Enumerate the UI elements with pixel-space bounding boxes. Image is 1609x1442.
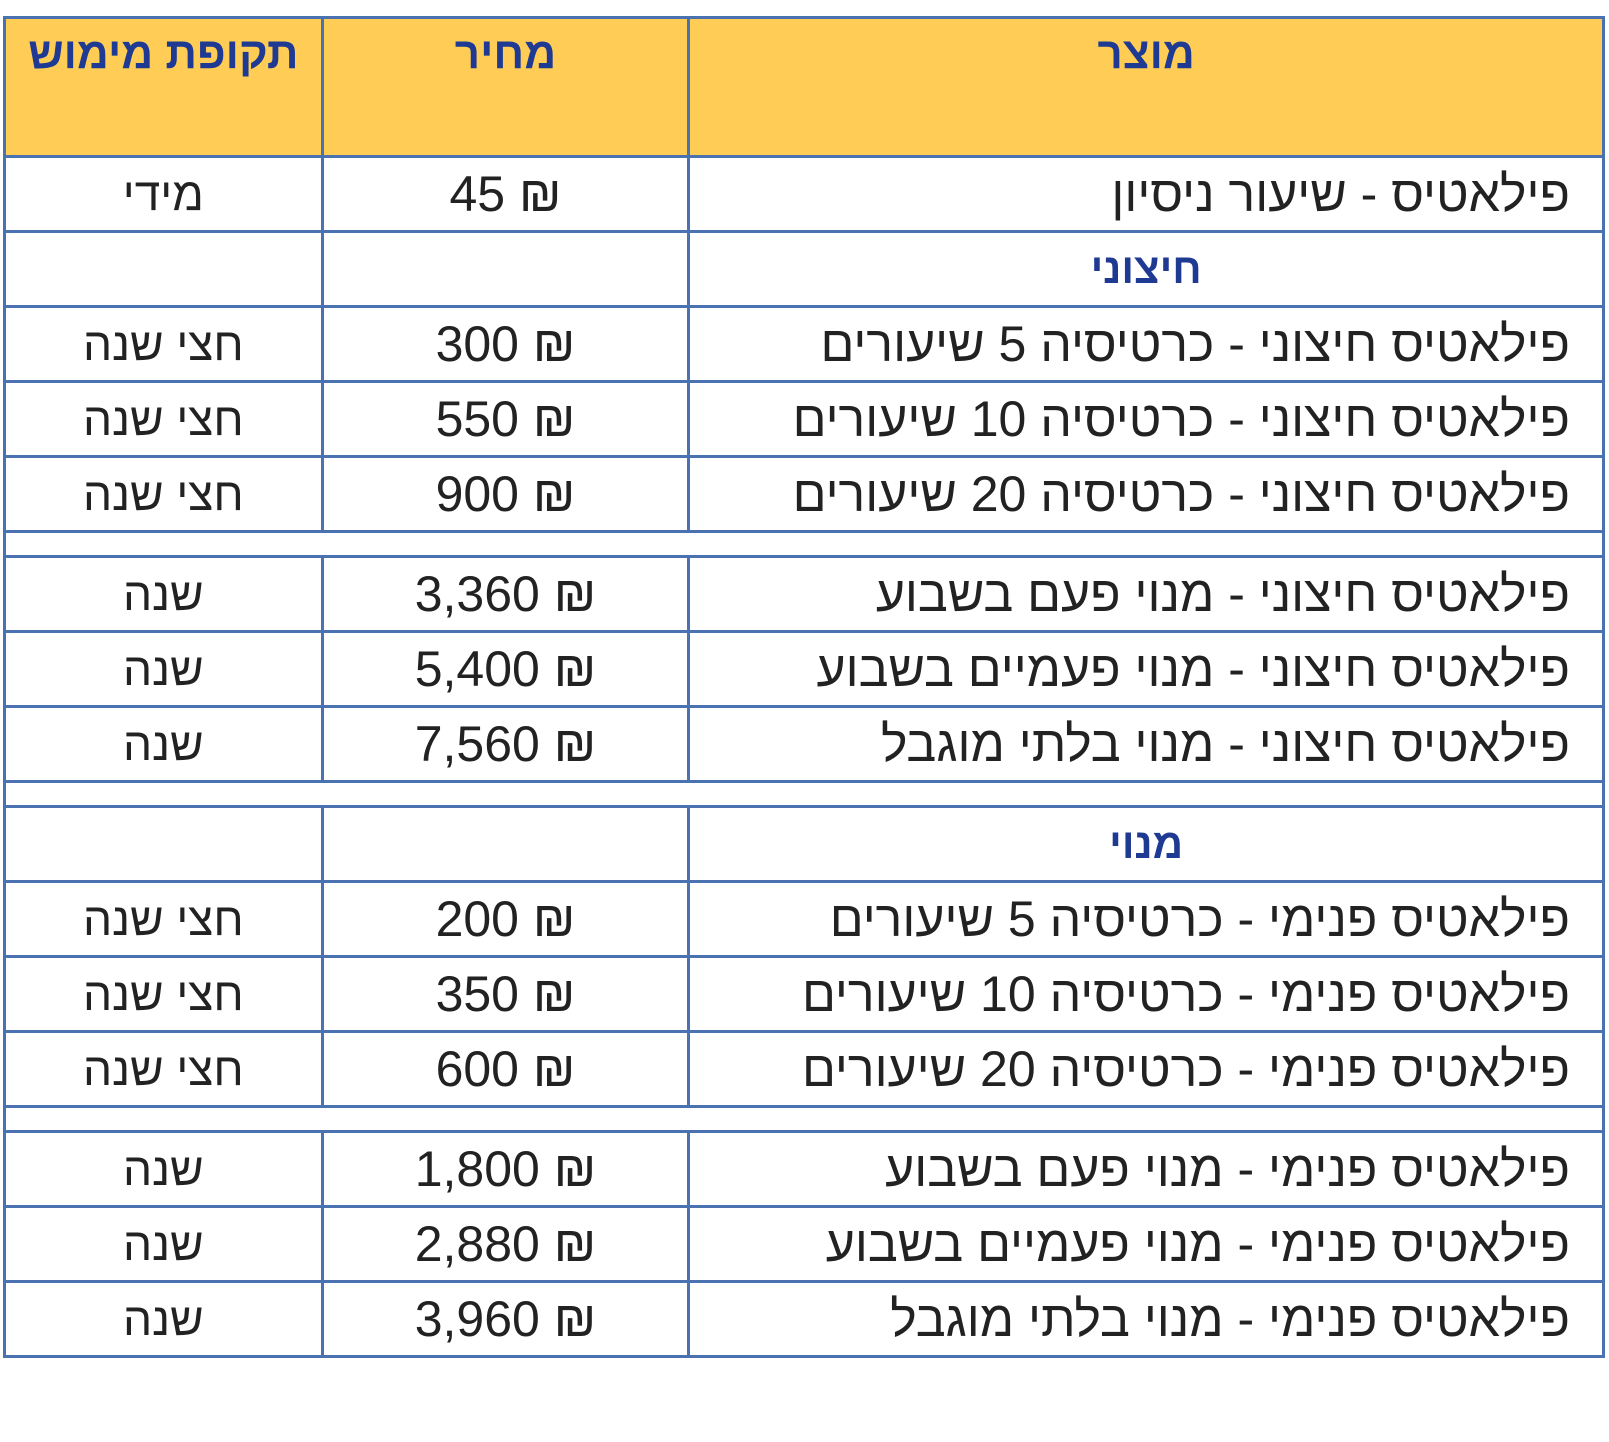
validity-cell: חצי שנה [3, 1030, 324, 1108]
table-header-row: מוצר מחיר תקופת מימוש [3, 16, 1605, 158]
spacer-row [3, 530, 1605, 558]
price-cell: 900 ₪ [320, 455, 691, 533]
product-cell: פילאטיס פנימי - כרטיסיה 5 שיעורים [687, 880, 1605, 958]
price-cell: 3,960 ₪ [320, 1280, 691, 1358]
product-cell: פילאטיס פנימי - כרטיסיה 20 שיעורים [687, 1030, 1605, 1108]
validity-cell: שנה [3, 1205, 324, 1283]
product-cell: פילאטיס חיצוני - כרטיסיה 10 שיעורים [687, 380, 1605, 458]
table-row: פילאטיס חיצוני - כרטיסיה 5 שיעורים 300 ₪… [3, 305, 1605, 383]
validity-cell: חצי שנה [3, 955, 324, 1033]
validity-cell: שנה [3, 630, 324, 708]
price-cell: 350 ₪ [320, 955, 691, 1033]
empty-cell [3, 805, 324, 883]
price-cell: 200 ₪ [320, 880, 691, 958]
validity-cell: חצי שנה [3, 305, 324, 383]
validity-cell: שנה [3, 1130, 324, 1208]
product-cell: פילאטיס חיצוני - כרטיסיה 5 שיעורים [687, 305, 1605, 383]
table-row: פילאטיס חיצוני - כרטיסיה 20 שיעורים 900 … [3, 455, 1605, 533]
spacer-row [3, 780, 1605, 808]
section-title: חיצוני [687, 230, 1605, 308]
price-cell: 45 ₪ [320, 155, 691, 233]
validity-cell: שנה [3, 555, 324, 633]
table-row: פילאטיס פנימי - מנוי בלתי מוגבל 3,960 ₪ … [3, 1280, 1605, 1358]
spacer-row [3, 1105, 1605, 1133]
validity-cell: חצי שנה [3, 880, 324, 958]
product-cell: פילאטיס פנימי - מנוי פעמיים בשבוע [687, 1205, 1605, 1283]
table-row: פילאטיס חיצוני - כרטיסיה 10 שיעורים 550 … [3, 380, 1605, 458]
empty-cell [320, 805, 691, 883]
table-row: פילאטיס פנימי - כרטיסיה 10 שיעורים 350 ₪… [3, 955, 1605, 1033]
section-title: מנוי [687, 805, 1605, 883]
section-row-member: מנוי [3, 805, 1605, 883]
product-cell: פילאטיס חיצוני - מנוי בלתי מוגבל [687, 705, 1605, 783]
table-row: פילאטיס חיצוני - מנוי פעם בשבוע 3,360 ₪ … [3, 555, 1605, 633]
price-cell: 2,880 ₪ [320, 1205, 691, 1283]
price-cell: 5,400 ₪ [320, 630, 691, 708]
empty-cell [3, 230, 324, 308]
validity-cell: חצי שנה [3, 455, 324, 533]
product-cell: פילאטיס פנימי - כרטיסיה 10 שיעורים [687, 955, 1605, 1033]
validity-cell: שנה [3, 705, 324, 783]
product-cell: פילאטיס חיצוני - מנוי פעמיים בשבוע [687, 630, 1605, 708]
price-cell: 7,560 ₪ [320, 705, 691, 783]
validity-cell: מידי [3, 155, 324, 233]
price-cell: 3,360 ₪ [320, 555, 691, 633]
price-cell: 300 ₪ [320, 305, 691, 383]
price-cell: 1,800 ₪ [320, 1130, 691, 1208]
header-validity: תקופת מימוש [3, 16, 324, 158]
product-cell: פילאטיס חיצוני - מנוי פעם בשבוע [687, 555, 1605, 633]
table-row: פילאטיס פנימי - מנוי פעמיים בשבוע 2,880 … [3, 1205, 1605, 1283]
price-cell: 550 ₪ [320, 380, 691, 458]
product-cell: פילאטיס חיצוני - כרטיסיה 20 שיעורים [687, 455, 1605, 533]
validity-cell: שנה [3, 1280, 324, 1358]
table-row: פילאטיס חיצוני - מנוי פעמיים בשבוע 5,400… [3, 630, 1605, 708]
product-cell: פילאטיס פנימי - מנוי פעם בשבוע [687, 1130, 1605, 1208]
price-table: מוצר מחיר תקופת מימוש פילאטיס - שיעור ני… [3, 16, 1605, 1358]
header-price: מחיר [320, 16, 691, 158]
table-row: פילאטיס פנימי - מנוי פעם בשבוע 1,800 ₪ ש… [3, 1130, 1605, 1208]
validity-cell: חצי שנה [3, 380, 324, 458]
table-row: פילאטיס חיצוני - מנוי בלתי מוגבל 7,560 ₪… [3, 705, 1605, 783]
header-product: מוצר [687, 16, 1605, 158]
table-row: פילאטיס פנימי - כרטיסיה 20 שיעורים 600 ₪… [3, 1030, 1605, 1108]
product-cell: פילאטיס פנימי - מנוי בלתי מוגבל [687, 1280, 1605, 1358]
product-cell: פילאטיס - שיעור ניסיון [687, 155, 1605, 233]
price-cell: 600 ₪ [320, 1030, 691, 1108]
table-row: פילאטיס פנימי - כרטיסיה 5 שיעורים 200 ₪ … [3, 880, 1605, 958]
table-row: פילאטיס - שיעור ניסיון 45 ₪ מידי [3, 155, 1605, 233]
empty-cell [320, 230, 691, 308]
section-row-external: חיצוני [3, 230, 1605, 308]
